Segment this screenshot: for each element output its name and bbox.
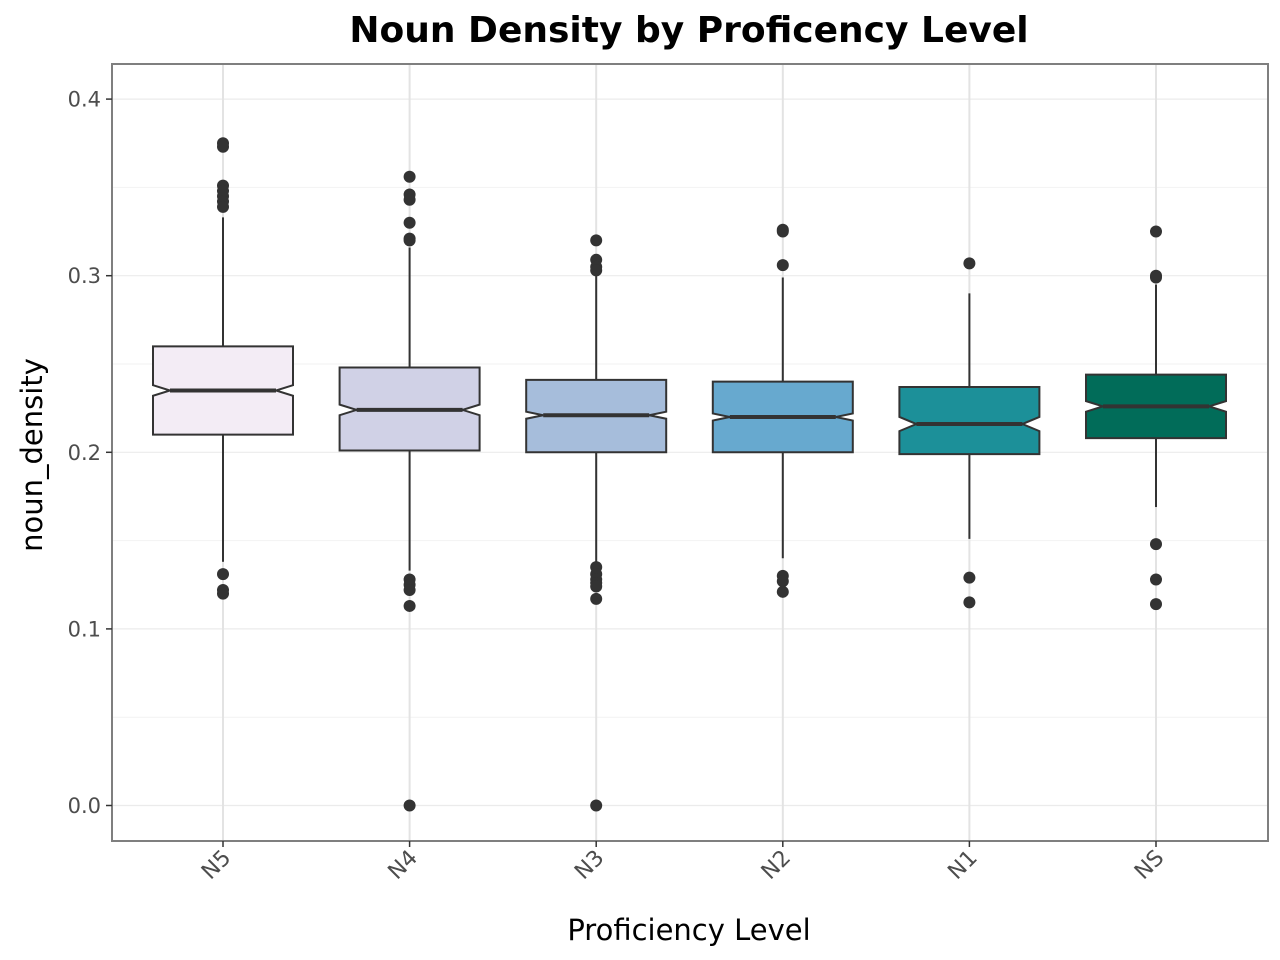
outlier-point bbox=[1150, 573, 1162, 586]
outlier-point bbox=[590, 592, 603, 605]
box-group-n3 bbox=[525, 234, 668, 812]
box-group-n1 bbox=[898, 257, 1041, 609]
box-group-n5 bbox=[152, 137, 294, 600]
outlier-point bbox=[590, 234, 603, 247]
x-axis-label: Proficiency Level bbox=[567, 913, 810, 947]
x-tick-label: N3 bbox=[570, 846, 609, 885]
y-tick-label: 0.4 bbox=[68, 88, 101, 112]
outlier-point bbox=[590, 264, 603, 277]
outlier-point bbox=[217, 568, 229, 581]
outlier-point bbox=[963, 571, 976, 584]
x-tick-label: N5 bbox=[197, 846, 236, 885]
box-group-ns bbox=[1085, 225, 1227, 611]
outlier-point bbox=[963, 596, 976, 609]
box-group-n2 bbox=[711, 223, 854, 598]
boxes-layer bbox=[152, 137, 1227, 812]
outlier-point bbox=[403, 234, 416, 247]
outlier-point bbox=[217, 587, 229, 600]
grid-lines bbox=[112, 64, 1268, 841]
outlier-point bbox=[1150, 271, 1162, 284]
outlier-point bbox=[217, 200, 229, 213]
outlier-point bbox=[403, 193, 416, 206]
outlier-point bbox=[963, 257, 976, 270]
outlier-point bbox=[403, 584, 416, 597]
box-body bbox=[898, 385, 1041, 456]
outlier-point bbox=[403, 216, 416, 229]
outlier-point bbox=[403, 170, 416, 183]
outlier-point bbox=[776, 225, 789, 238]
chart-title: Noun Density by Proficency Level bbox=[349, 10, 1028, 51]
x-axis: N5 N4 N3 N2 N1 NS bbox=[197, 841, 1169, 885]
outlier-point bbox=[1150, 538, 1162, 551]
y-axis: 0.0 0.1 0.2 0.3 0.4 bbox=[68, 88, 112, 818]
outlier-point bbox=[776, 575, 789, 588]
x-tick-label: N2 bbox=[757, 846, 796, 885]
box-group-n4 bbox=[338, 170, 481, 812]
outlier-point bbox=[1150, 598, 1162, 611]
x-tick-label: NS bbox=[1130, 846, 1169, 885]
outlier-point bbox=[1150, 225, 1162, 238]
outlier-point bbox=[776, 585, 789, 598]
y-axis-label: noun_density bbox=[15, 358, 49, 552]
outlier-point bbox=[403, 599, 416, 612]
x-tick-label: N1 bbox=[943, 846, 982, 885]
outlier-point bbox=[217, 140, 229, 153]
outlier-point bbox=[590, 580, 603, 593]
y-tick-label: 0.1 bbox=[68, 617, 101, 641]
outlier-point bbox=[590, 799, 603, 812]
y-tick-label: 0.2 bbox=[68, 441, 101, 465]
y-tick-label: 0.0 bbox=[68, 794, 101, 818]
x-tick-label: N4 bbox=[384, 846, 423, 885]
outlier-point bbox=[403, 799, 416, 812]
outlier-point bbox=[776, 259, 789, 272]
y-tick-label: 0.3 bbox=[68, 264, 101, 288]
